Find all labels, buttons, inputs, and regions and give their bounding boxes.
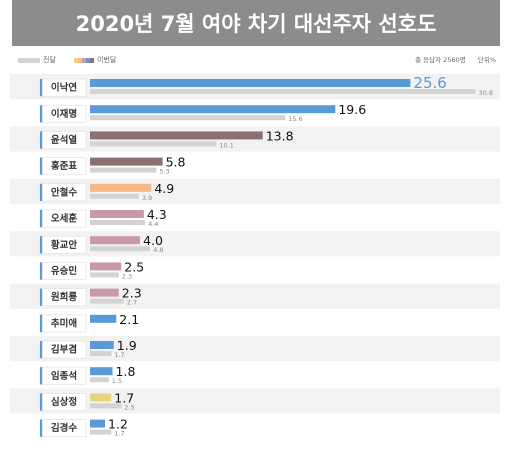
value-label-previous: 2.5 xyxy=(124,403,134,411)
bar-previous xyxy=(90,351,112,356)
name-label-marker xyxy=(40,236,43,254)
candidate-name: 홍준표 xyxy=(51,160,77,172)
value-label-current: 4.0 xyxy=(143,233,163,248)
value-label-previous: 4.4 xyxy=(148,220,158,228)
value-label-previous: 3.9 xyxy=(142,194,152,202)
value-label-previous: 5.3 xyxy=(159,168,169,176)
value-label-previous: 1.7 xyxy=(114,430,124,438)
bar-previous xyxy=(90,220,146,225)
value-label-current: 2.1 xyxy=(119,312,139,327)
value-label-current: 19.6 xyxy=(338,102,366,117)
title-bar: 2020년 7월 여야 차기 대선주자 선호도 xyxy=(12,0,500,46)
legend-swatch-curr xyxy=(74,57,94,63)
candidate-name: 심상정 xyxy=(51,396,77,408)
survey-meta: 총 응답자 2560명 단위% xyxy=(415,54,496,64)
bar-previous xyxy=(90,377,109,383)
bar-previous xyxy=(90,246,151,252)
value-label-current: 5.8 xyxy=(166,155,186,170)
value-label-previous: 1.7 xyxy=(114,351,124,359)
candidate-name: 유승민 xyxy=(51,265,77,277)
value-label-previous: 1.5 xyxy=(112,377,122,385)
value-label-previous: 15.6 xyxy=(288,115,302,123)
name-label-marker xyxy=(40,393,43,411)
value-label-previous: 2.3 xyxy=(122,272,132,280)
value-label-current: 25.6 xyxy=(413,74,446,92)
legend: 전달 이번달 총 응답자 2560명 단위% xyxy=(18,54,496,68)
legend-swatch-prev xyxy=(18,57,40,63)
candidate-name: 오세훈 xyxy=(51,213,77,225)
bar-current xyxy=(90,288,119,297)
bar-current xyxy=(90,157,163,166)
bar-current xyxy=(90,131,263,140)
unit-text: 단위% xyxy=(477,56,496,64)
name-label-marker xyxy=(40,262,43,280)
bar-previous xyxy=(90,403,122,409)
bar-current xyxy=(90,419,106,428)
candidate-name: 임종석 xyxy=(51,370,77,382)
bar-current xyxy=(90,262,122,271)
value-label-previous: 2.7 xyxy=(127,299,137,307)
candidate-name: 이재명 xyxy=(51,108,77,120)
name-label-marker xyxy=(40,314,43,332)
bar-previous xyxy=(90,429,112,435)
value-label-previous: 10.1 xyxy=(219,141,233,149)
bar-current xyxy=(90,393,112,402)
bar-current xyxy=(90,105,336,114)
name-label-marker xyxy=(40,210,43,228)
candidate-name: 김부겸 xyxy=(51,344,77,356)
candidate-name: 추미애 xyxy=(51,317,77,329)
name-label-marker xyxy=(40,131,43,149)
value-label-current: 1.9 xyxy=(117,338,137,353)
candidate-name: 김경수 xyxy=(51,422,77,434)
bar-current xyxy=(90,367,113,376)
respondents-text: 총 응답자 2560명 xyxy=(415,56,466,64)
legend-label-curr: 이번달 xyxy=(97,56,117,64)
bar-current xyxy=(90,314,117,323)
bar-current xyxy=(90,210,144,218)
value-label-current: 13.8 xyxy=(266,128,294,143)
bar-current xyxy=(90,183,152,192)
bar-previous xyxy=(90,193,139,199)
legend-item-curr: 이번달 xyxy=(74,54,116,66)
name-label-marker xyxy=(40,157,43,175)
value-label-previous: 4.8 xyxy=(153,246,163,254)
candidate-name: 윤석열 xyxy=(51,134,77,146)
value-label-previous: 30.8 xyxy=(478,89,492,97)
candidate-name: 원희룡 xyxy=(51,291,77,303)
name-label-marker xyxy=(40,367,43,385)
value-label-current: 1.2 xyxy=(108,417,128,432)
candidate-name: 황교안 xyxy=(51,239,77,251)
bar-previous xyxy=(90,115,286,121)
value-label-current: 4.3 xyxy=(147,207,167,222)
bar-current xyxy=(90,341,114,349)
candidate-name: 안철수 xyxy=(51,186,77,198)
candidate-name: 이낙연 xyxy=(51,82,77,94)
value-label-current: 2.5 xyxy=(124,259,144,274)
value-label-current: 1.7 xyxy=(114,390,134,405)
bar-previous xyxy=(90,272,119,278)
name-label-marker xyxy=(40,288,43,306)
chart-title: 2020년 7월 여야 차기 대선주자 선호도 xyxy=(75,12,437,36)
name-label-marker xyxy=(40,79,43,97)
name-label-marker xyxy=(40,419,43,437)
name-label-marker xyxy=(40,341,43,359)
bar-previous xyxy=(90,298,124,304)
bar-current xyxy=(90,79,411,87)
legend-label-prev: 전달 xyxy=(43,56,56,64)
bar-current xyxy=(90,236,141,245)
bar-previous xyxy=(90,89,476,94)
name-label-marker xyxy=(40,183,43,201)
legend-item-prev: 전달 xyxy=(18,54,56,66)
value-label-current: 2.3 xyxy=(122,286,142,301)
name-label-marker xyxy=(40,105,43,123)
bar-previous xyxy=(90,141,217,147)
value-label-current: 1.8 xyxy=(116,364,136,379)
value-label-current: 4.9 xyxy=(154,181,174,196)
bar-previous xyxy=(90,167,157,173)
